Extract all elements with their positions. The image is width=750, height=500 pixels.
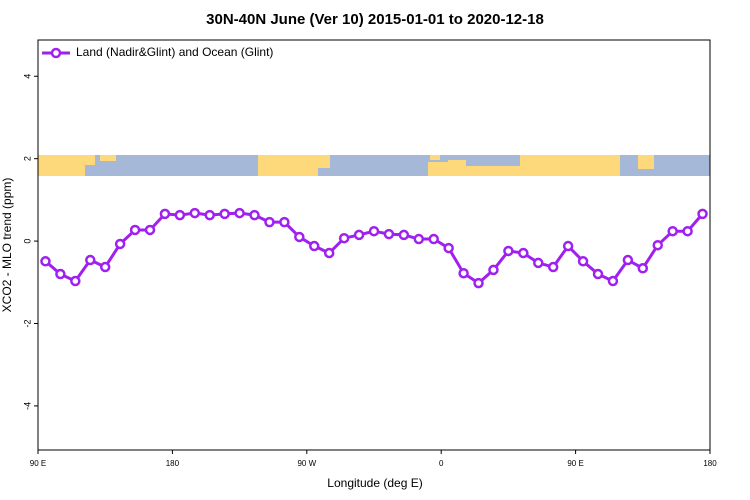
data-point <box>70 275 81 287</box>
x-axis-label: Longitude (deg E) <box>327 476 422 490</box>
data-point <box>174 209 186 221</box>
y-tick-label: 4 <box>22 74 32 79</box>
data-point <box>40 256 51 267</box>
data-point <box>488 264 499 276</box>
x-tick-label: 90 E <box>567 459 583 468</box>
data-point <box>518 247 529 259</box>
data-point <box>368 225 380 237</box>
data-point <box>114 238 126 250</box>
data-point <box>323 247 335 259</box>
data-point <box>264 216 275 228</box>
data-point <box>144 224 156 236</box>
data-point <box>592 268 604 280</box>
data-point <box>279 216 290 228</box>
y-tick-label: 0 <box>22 239 32 244</box>
data-point <box>547 261 559 273</box>
data-point <box>219 208 230 220</box>
map-strip <box>38 155 710 176</box>
data-point <box>159 208 171 220</box>
data-point <box>55 268 66 280</box>
data-point <box>383 228 395 240</box>
data-point <box>413 233 425 245</box>
y-tick-label: -4 <box>22 402 32 410</box>
data-point <box>189 207 201 219</box>
plot-frame <box>37 39 711 451</box>
series-line <box>44 211 704 286</box>
x-tick-label: 180 <box>166 459 180 468</box>
y-tick-label: -2 <box>22 319 32 327</box>
y-tick-label: 2 <box>22 156 32 161</box>
data-point <box>622 254 634 266</box>
data-point <box>682 225 693 237</box>
data-point <box>503 245 514 257</box>
data-point <box>533 257 544 269</box>
data-point <box>473 277 484 289</box>
data-point <box>637 263 649 274</box>
data-point <box>249 209 260 221</box>
x-tick-label: 0 <box>439 459 444 468</box>
data-point <box>562 240 574 252</box>
data-point <box>443 242 454 254</box>
y-axis-label: XCO2 - MLO trend (ppm) <box>0 178 14 313</box>
data-point <box>398 229 410 241</box>
x-tick-label: 90 W <box>297 459 316 468</box>
data-point <box>99 261 111 273</box>
chart-title: 30N-40N June (Ver 10) 2015-01-01 to 2020… <box>206 11 544 28</box>
data-point <box>428 233 439 245</box>
data-point <box>234 207 245 219</box>
data-point <box>309 240 320 252</box>
data-point <box>577 256 589 267</box>
data-point <box>607 275 619 287</box>
data-point <box>353 229 365 241</box>
legend-marker <box>50 47 62 59</box>
x-tick-label: 90 E <box>30 459 46 468</box>
data-point <box>338 232 350 244</box>
x-tick-label: 180 <box>703 459 717 468</box>
legend-label: Land (Nadir&Glint) and Ocean (Glint) <box>76 45 273 59</box>
data-point <box>129 224 141 236</box>
data-point <box>85 254 96 266</box>
data-point <box>697 208 708 220</box>
data-point <box>667 225 678 237</box>
data-point <box>458 267 469 279</box>
data-point <box>652 239 663 251</box>
data-point <box>204 209 215 221</box>
data-point <box>294 231 305 243</box>
